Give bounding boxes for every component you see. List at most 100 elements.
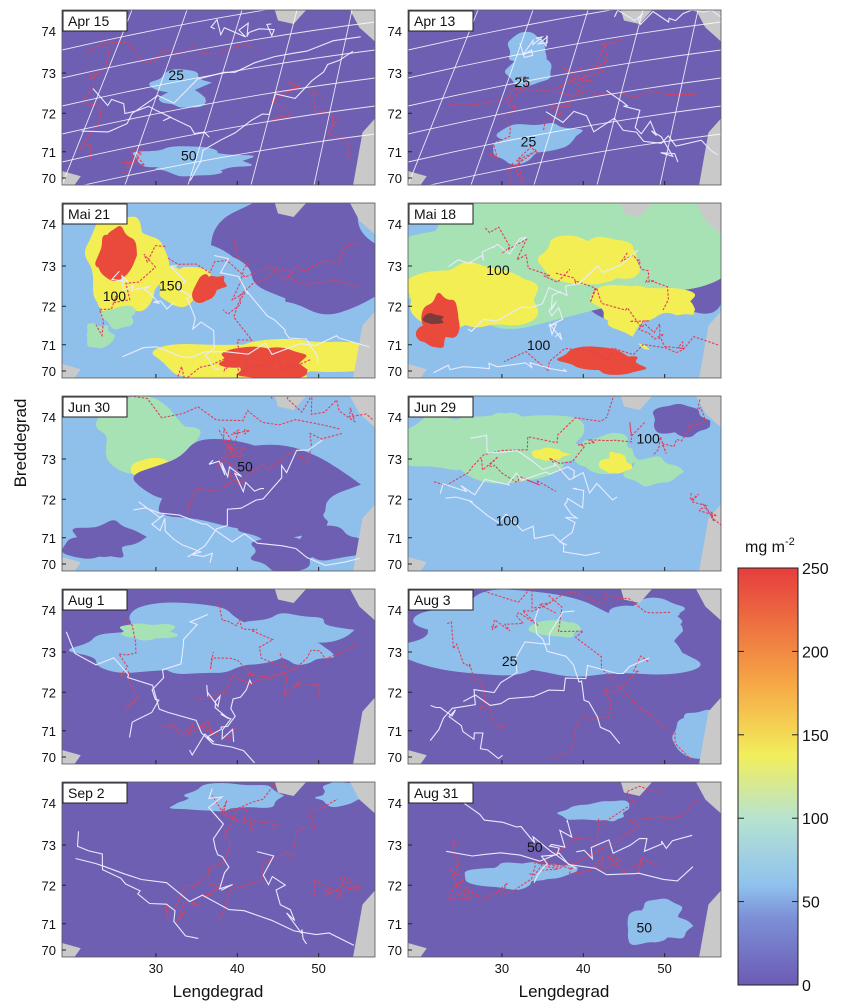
- contour-line-red: [653, 399, 707, 455]
- concentration-patch: [551, 620, 582, 638]
- longitude-gridline: [250, 10, 298, 185]
- concentration-patch: [132, 146, 218, 168]
- panel-background: [408, 10, 721, 185]
- concentration-patch: [633, 914, 694, 939]
- lon-tick-label: 50: [311, 961, 325, 976]
- date-label-box: [62, 396, 128, 418]
- y-axis-title: Breddegrad: [11, 399, 30, 488]
- land-area: [62, 943, 81, 957]
- lat-tick-label: 73: [42, 645, 56, 660]
- land-area: [699, 697, 721, 764]
- lat-tick-label: 74: [42, 796, 56, 811]
- map-panels: Apr 15 25 50 74 73 72 71 70 Apr 13 25 25 74 73 72 71 70…: [42, 9, 753, 976]
- concentration-patch: [607, 605, 682, 634]
- concentration-patch: [497, 862, 557, 882]
- contour-line-red: [187, 432, 343, 515]
- latitude-gridline: [408, 49, 721, 107]
- concentration-patch: [623, 456, 684, 487]
- land-area: [353, 890, 375, 957]
- land-area: [620, 396, 653, 410]
- contour-line-white: [92, 88, 210, 138]
- lat-tick-label: 71: [388, 338, 402, 353]
- contour-value-label: 100: [527, 337, 551, 353]
- land-area: [353, 504, 375, 571]
- latitude-gridline: [62, 10, 269, 51]
- panel-frame: [407, 395, 722, 572]
- concentration-patch: [566, 236, 640, 285]
- latitude-gridline: [82, 133, 375, 185]
- contour-line-red: [483, 589, 671, 614]
- contour-line-white: [256, 851, 308, 945]
- land-area: [408, 364, 427, 378]
- land-area: [699, 890, 721, 957]
- concentration-patch: [322, 782, 356, 801]
- land-area: [349, 589, 375, 621]
- contour-value-label: 100: [103, 288, 127, 304]
- concentration-patch: [219, 346, 285, 368]
- contour-line-red: [548, 422, 645, 475]
- contour-line-red: [270, 396, 373, 423]
- lat-tick-label: 71: [42, 724, 56, 739]
- panel-frame: [61, 202, 376, 379]
- land-area: [408, 171, 427, 185]
- colorbar-tick-label: 150: [802, 728, 829, 745]
- concentration-patch: [202, 275, 227, 291]
- x-axis-title-right: Lengdegrad: [519, 982, 610, 1001]
- latitude-gridline: [408, 21, 721, 79]
- latitude-gridline: [62, 21, 375, 79]
- latitude-gridline: [408, 105, 721, 163]
- colorbar-unit: mg m-2: [745, 536, 795, 556]
- contour-line-red: [165, 782, 277, 921]
- land-area: [274, 10, 307, 24]
- land-area: [274, 589, 307, 603]
- map-panel: Aug 1 74 73 72 71 70: [42, 588, 376, 765]
- lat-tick-label: 72: [42, 878, 56, 893]
- land-area: [62, 750, 81, 764]
- concentration-patch: [130, 608, 248, 650]
- contour-line-white: [128, 613, 209, 738]
- concentration-patch: [184, 782, 285, 809]
- lat-tick-label: 72: [388, 299, 402, 314]
- land-area: [695, 589, 721, 621]
- lat-tick-label: 71: [42, 338, 56, 353]
- lat-tick-label: 70: [42, 364, 56, 379]
- concentration-patch: [421, 292, 460, 338]
- concentration-patch: [422, 313, 444, 325]
- latitude-gridline: [62, 105, 375, 163]
- contour-line-red: [554, 272, 661, 336]
- land-area: [695, 396, 721, 428]
- contour-line-white: [189, 678, 253, 757]
- contour-line-white: [463, 657, 650, 706]
- contour-line-white: [429, 610, 575, 741]
- contour-line-red: [484, 226, 571, 283]
- concentration-patch: [557, 804, 624, 821]
- lat-tick-label: 70: [42, 750, 56, 765]
- map-panel: Mai 21 100 150 74 73 72 71 70: [42, 202, 376, 379]
- contour-line-white: [76, 831, 199, 939]
- longitude-gridline: [596, 10, 644, 185]
- land-area: [353, 311, 375, 378]
- contour-line-red: [216, 426, 240, 480]
- lat-tick-label: 74: [388, 217, 402, 232]
- longitude-gridline: [124, 10, 188, 185]
- contour-line-white: [440, 789, 576, 869]
- lat-tick-label: 70: [388, 364, 402, 379]
- contour-line-white: [133, 507, 361, 566]
- lat-tick-label: 71: [42, 531, 56, 546]
- lat-tick-label: 74: [388, 410, 402, 425]
- lat-tick-label: 72: [42, 685, 56, 700]
- contour-line-white: [169, 265, 220, 371]
- land-area: [274, 396, 307, 410]
- map-panel: Sep 2 74 73 72 71 70 30 40 50: [42, 781, 376, 976]
- lat-tick-label: 73: [42, 259, 56, 274]
- longitude-gridline: [723, 10, 753, 185]
- land-area: [349, 782, 375, 814]
- date-label: Sep 2: [68, 785, 105, 801]
- land-area: [695, 782, 721, 814]
- contour-line-white: [110, 270, 175, 310]
- contour-line-red: [542, 799, 699, 871]
- contour-line-red: [557, 38, 623, 89]
- contour-line-white: [545, 110, 718, 156]
- lat-tick-label: 74: [388, 603, 402, 618]
- contour-line-red: [211, 795, 278, 832]
